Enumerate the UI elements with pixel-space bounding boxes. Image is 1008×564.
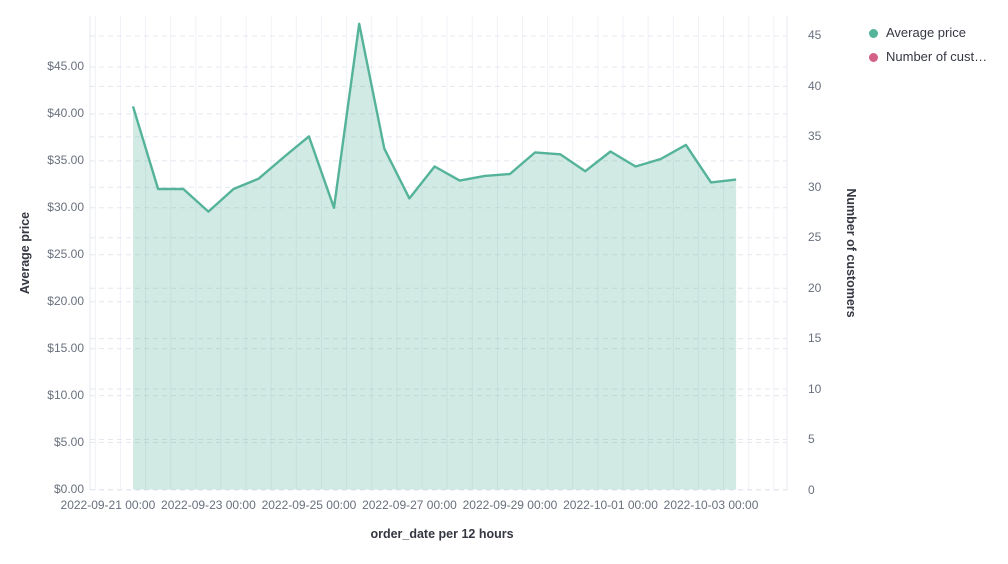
y-axis-right-tick-label: 5	[808, 432, 815, 447]
y-axis-right-tick-label: 45	[808, 28, 822, 43]
y-axis-right-tick-label: 15	[808, 331, 822, 346]
x-axis-tick-label: 2022-09-29 00:00	[462, 498, 558, 512]
legend-item-label: Average price	[886, 25, 966, 40]
y-axis-left-tick-label: $5.00	[53, 435, 84, 450]
x-axis-tick-label: 2022-10-01 00:00	[563, 498, 658, 512]
legend-item-number-of-cust[interactable]: Number of cust…	[869, 49, 987, 65]
y-axis-right-tick-label: 35	[808, 129, 822, 144]
y-axis-right-tick-label: 0	[808, 482, 815, 497]
x-axis-tick-label: 2022-09-25 00:00	[261, 498, 357, 512]
legend-dot-icon	[869, 28, 878, 38]
legend-item-average-price[interactable]: Average price	[869, 25, 987, 41]
left-axis-title: Average price	[18, 211, 32, 295]
average-price-area	[133, 23, 737, 490]
legend-dot-icon	[869, 52, 878, 62]
y-axis-left-tick-label: $0.00	[53, 482, 84, 496]
x-axis-tick-label: 2022-09-21 00:00	[60, 498, 156, 512]
y-axis-right-tick-label: 40	[808, 78, 822, 93]
y-axis-right-tick-label: 30	[808, 179, 822, 194]
average-price-line	[131, 22, 737, 213]
y-axis-left-tick-label: $20.00	[47, 294, 84, 309]
x-axis-title: order_date per 12 hours	[370, 527, 514, 541]
legend: Average price Number of cust…	[869, 25, 987, 73]
y-axis-left-tick-label: $15.00	[47, 341, 84, 356]
y-axis-right-tick-label: 25	[808, 230, 822, 245]
y-axis-left-tick-label: $10.00	[47, 388, 84, 403]
y-axis-left-tick-label: $40.00	[47, 106, 84, 121]
y-axis-left-tick-label: $25.00	[47, 247, 84, 262]
y-axis-left-tick-label: $35.00	[47, 153, 84, 168]
y-axis-left-tick-label: $30.00	[47, 200, 84, 215]
x-axis-tick-label: 2022-09-27 00:00	[362, 498, 457, 512]
right-axis-title: Number of customers	[844, 188, 858, 318]
x-axis-tick-label: 2022-09-23 00:00	[161, 498, 256, 512]
legend-item-label: Number of cust…	[886, 49, 988, 64]
y-axis-right-tick-label: 10	[808, 381, 822, 396]
y-axis-right-tick-label: 20	[808, 280, 822, 295]
x-axis-tick-label: 2022-10-03 00:00	[663, 498, 759, 512]
y-axis-left-tick-label: $45.00	[47, 59, 84, 74]
